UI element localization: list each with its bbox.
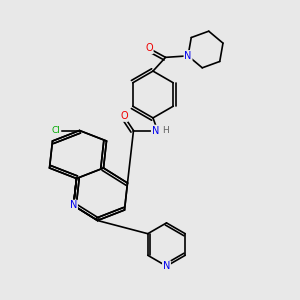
Text: N: N — [163, 261, 170, 271]
Text: O: O — [145, 44, 153, 53]
Text: N: N — [70, 200, 77, 211]
Text: O: O — [120, 111, 128, 121]
Text: Cl: Cl — [52, 126, 61, 135]
Text: H: H — [162, 126, 169, 135]
Text: N: N — [152, 125, 159, 136]
Text: N: N — [184, 51, 192, 61]
